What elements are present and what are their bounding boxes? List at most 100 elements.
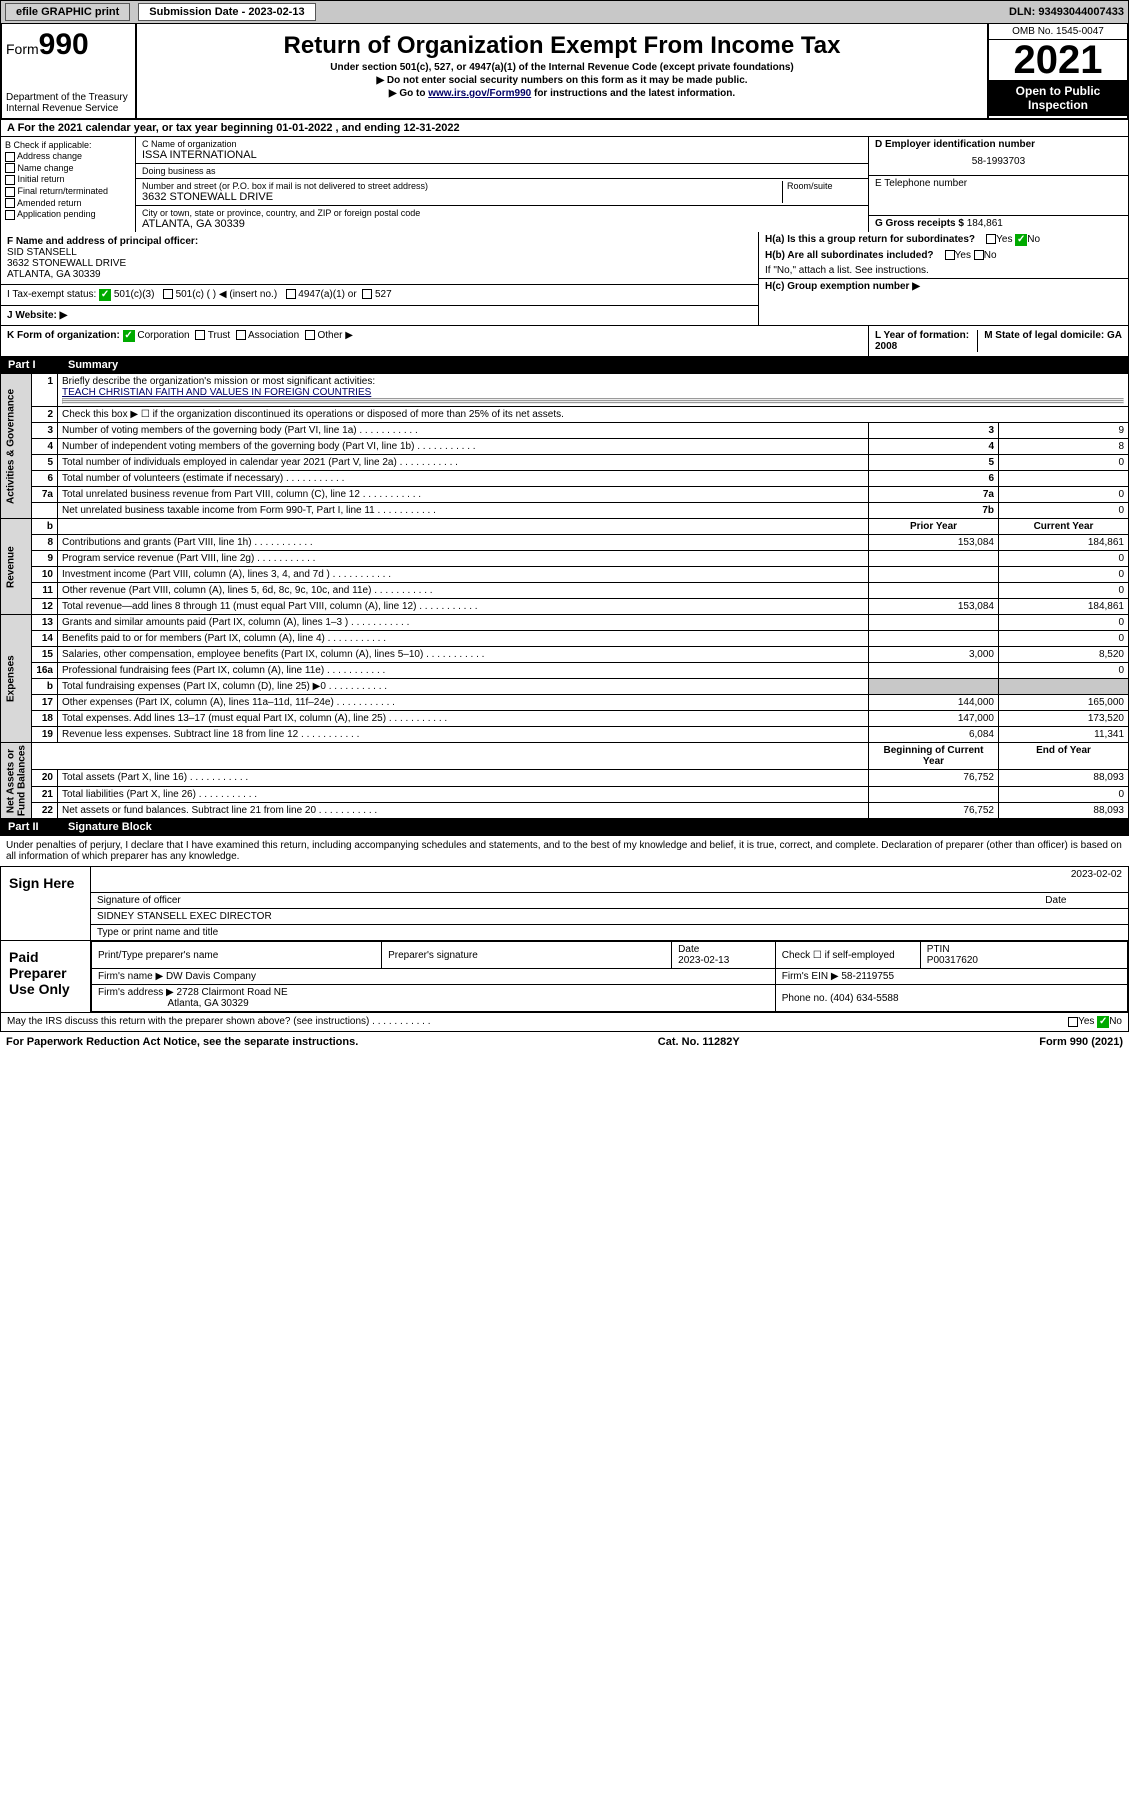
table-cell bbox=[869, 631, 999, 647]
table-cell: 5 bbox=[32, 455, 58, 471]
gross-value: 184,861 bbox=[967, 218, 1003, 229]
firm-ein: 58-2119755 bbox=[841, 971, 894, 982]
tel-label: E Telephone number bbox=[869, 176, 1128, 216]
table-cell: 0 bbox=[999, 583, 1129, 599]
officer-addr1: 3632 STONEWALL DRIVE bbox=[7, 258, 126, 269]
firm-name-label: Firm's name ▶ bbox=[98, 971, 163, 982]
row-ha: H(a) Is this a group return for subordin… bbox=[759, 232, 1128, 248]
table-cell: 3 bbox=[869, 423, 999, 439]
table-row: Net assets or fund balances. Subtract li… bbox=[58, 802, 869, 818]
side-label-exp: Expenses bbox=[1, 615, 32, 743]
line2: Check this box ▶ ☐ if the organization d… bbox=[58, 407, 1129, 423]
table-cell bbox=[869, 551, 999, 567]
table-cell: 3 bbox=[32, 423, 58, 439]
table-cell: 7a bbox=[869, 487, 999, 503]
signer-name: SIDNEY STANSELL EXEC DIRECTOR bbox=[91, 909, 1128, 925]
city-label: City or town, state or province, country… bbox=[142, 208, 862, 218]
table-row: Total number of volunteers (estimate if … bbox=[58, 471, 869, 487]
table-cell: b bbox=[32, 519, 58, 535]
col-begin-year: Beginning of Current Year bbox=[869, 743, 999, 770]
table-row: Number of independent voting members of … bbox=[58, 439, 869, 455]
date-label: Date bbox=[1045, 895, 1066, 906]
table-row: Salaries, other compensation, employee b… bbox=[58, 647, 869, 663]
table-cell: 11,341 bbox=[999, 727, 1129, 743]
gross-label: G Gross receipts $ bbox=[875, 218, 964, 229]
efile-print-button[interactable]: efile GRAPHIC print bbox=[5, 3, 130, 21]
line1: Briefly describe the organization's miss… bbox=[58, 374, 1129, 407]
table-cell: 12 bbox=[32, 599, 58, 615]
cb-name-change: Name change bbox=[5, 163, 131, 174]
table-row: Total liabilities (Part X, line 26) bbox=[58, 786, 869, 802]
ein-label: D Employer identification number bbox=[875, 139, 1122, 150]
table-cell: 88,093 bbox=[999, 802, 1129, 818]
table-cell: 6 bbox=[32, 471, 58, 487]
cb-initial-return: Initial return bbox=[5, 174, 131, 185]
firm-addr1: 2728 Clairmont Road NE bbox=[177, 987, 288, 998]
table-cell: 147,000 bbox=[869, 711, 999, 727]
form-title: Return of Organization Exempt From Incom… bbox=[141, 32, 983, 60]
city-value: ATLANTA, GA 30339 bbox=[142, 218, 862, 230]
table-cell: 8 bbox=[32, 535, 58, 551]
top-bar: efile GRAPHIC print Submission Date - 20… bbox=[0, 0, 1129, 24]
form-number: Form990 bbox=[6, 28, 131, 62]
tax-year: 2021 bbox=[989, 40, 1127, 80]
table-cell: 4 bbox=[869, 439, 999, 455]
prep-h1: Print/Type preparer's name bbox=[92, 942, 382, 969]
dba-label: Doing business as bbox=[136, 164, 868, 179]
ein-value: 58-1993703 bbox=[875, 150, 1122, 173]
page-footer: For Paperwork Reduction Act Notice, see … bbox=[0, 1032, 1129, 1052]
table-cell: 17 bbox=[32, 695, 58, 711]
cb-address-change: Address change bbox=[5, 151, 131, 162]
table-cell: 4 bbox=[32, 439, 58, 455]
table-row: Total fundraising expenses (Part IX, col… bbox=[58, 679, 869, 695]
ptin: P00317620 bbox=[927, 955, 978, 966]
prep-h3: Date bbox=[678, 944, 699, 955]
col-prior-year: Prior Year bbox=[869, 519, 999, 535]
table-row: Program service revenue (Part VIII, line… bbox=[58, 551, 869, 567]
prep-h2: Preparer's signature bbox=[382, 942, 672, 969]
cat-no: Cat. No. 11282Y bbox=[658, 1036, 740, 1048]
declaration: Under penalties of perjury, I declare th… bbox=[0, 835, 1129, 866]
summary-table: Activities & Governance 1Briefly describ… bbox=[0, 373, 1129, 819]
room-label: Room/suite bbox=[782, 181, 862, 203]
side-label-na: Net Assets or Fund Balances bbox=[1, 743, 32, 819]
open-public-badge: Open to Public Inspection bbox=[989, 80, 1127, 116]
cb-app-pending: Application pending bbox=[5, 209, 131, 220]
amount bbox=[999, 471, 1129, 487]
table-cell: 184,861 bbox=[999, 599, 1129, 615]
table-row: Professional fundraising fees (Part IX, … bbox=[58, 663, 869, 679]
table-cell: 0 bbox=[999, 551, 1129, 567]
sign-here-label: Sign Here bbox=[1, 867, 91, 940]
firm-addr2: Atlanta, GA 30329 bbox=[167, 998, 248, 1009]
table-cell: 18 bbox=[32, 711, 58, 727]
table-cell: b bbox=[32, 679, 58, 695]
check-corp: ✓ bbox=[123, 330, 135, 342]
row-i-label: I Tax-exempt status: bbox=[7, 289, 96, 300]
subtitle-3: ▶ Go to www.irs.gov/Form990 for instruct… bbox=[141, 88, 983, 99]
table-cell: 1 bbox=[32, 374, 58, 407]
table-cell: 5 bbox=[869, 455, 999, 471]
row-hb-note: If "No," attach a list. See instructions… bbox=[759, 263, 1128, 278]
table-cell bbox=[869, 615, 999, 631]
table-cell: 0 bbox=[999, 631, 1129, 647]
addr-label: Number and street (or P.O. box if mail i… bbox=[142, 181, 782, 191]
table-cell: 11 bbox=[32, 583, 58, 599]
paid-preparer-block: Paid Preparer Use Only Print/Type prepar… bbox=[0, 941, 1129, 1013]
phone: (404) 634-5588 bbox=[830, 993, 898, 1004]
sig-officer-label: Signature of officer bbox=[97, 895, 1045, 906]
prep-h5: PTIN bbox=[927, 944, 950, 955]
paid-preparer-label: Paid Preparer Use Only bbox=[1, 941, 91, 1012]
org-name: ISSA INTERNATIONAL bbox=[142, 149, 862, 161]
table-cell: 16a bbox=[32, 663, 58, 679]
side-label-rev: Revenue bbox=[1, 519, 32, 615]
irs-link[interactable]: www.irs.gov/Form990 bbox=[428, 88, 531, 99]
amount: 0 bbox=[999, 455, 1129, 471]
submission-date: Submission Date - 2023-02-13 bbox=[138, 3, 315, 21]
section-a: A For the 2021 calendar year, or tax yea… bbox=[0, 120, 1129, 137]
table-cell: 76,752 bbox=[869, 802, 999, 818]
amount: 0 bbox=[999, 487, 1129, 503]
subtitle-2: ▶ Do not enter social security numbers o… bbox=[141, 75, 983, 86]
section-bc: B Check if applicable: Address change Na… bbox=[0, 137, 1129, 232]
form-ref: Form 990 (2021) bbox=[1039, 1036, 1123, 1048]
table-row: Total assets (Part X, line 16) bbox=[58, 770, 869, 786]
